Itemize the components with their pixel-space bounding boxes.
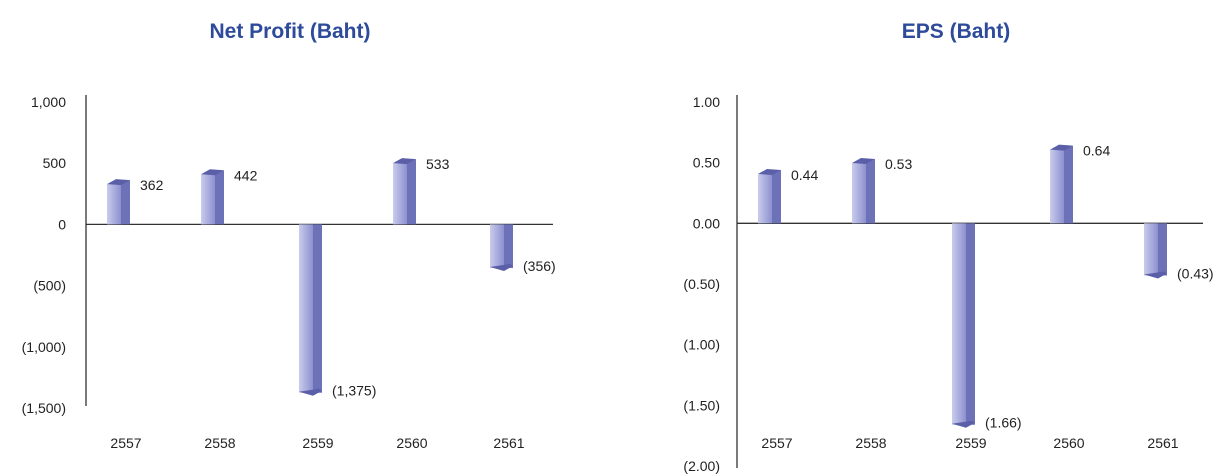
y-tick-label: (500) [33, 278, 66, 294]
bar-side [215, 170, 224, 225]
bar-side [1158, 223, 1167, 276]
y-tick-label: 0 [58, 216, 66, 232]
y-tick-label: 0.00 [693, 215, 720, 231]
data-label: 442 [234, 167, 258, 183]
bar-cap [107, 179, 130, 186]
bar-side [1064, 145, 1073, 224]
x-tick-label: 2560 [396, 435, 427, 451]
bar: 362 [107, 177, 164, 225]
bar: 0.44 [758, 167, 818, 224]
x-tick-label: 2559 [302, 435, 333, 451]
data-label: 0.44 [791, 167, 818, 183]
bar-front [201, 174, 215, 225]
y-tick-label: 1,000 [31, 94, 66, 110]
bar-side [866, 159, 875, 224]
y-tick-label: (1,000) [22, 339, 66, 355]
x-tick-label: 2557 [110, 435, 141, 451]
bar-front [1144, 223, 1158, 276]
bar-front [852, 163, 866, 224]
y-tick-label: (0.50) [683, 276, 720, 292]
bar-front [107, 184, 121, 225]
x-axis-ticks: 2557 2558 2559 2560 2561 [761, 435, 1178, 451]
bar-side [313, 224, 322, 393]
y-tick-label: (2.00) [683, 458, 720, 474]
bar-cap [299, 388, 322, 396]
bar-side [772, 169, 781, 224]
data-label: (1,375) [332, 383, 376, 399]
bar: (0.43) [1144, 223, 1214, 282]
bar: (1.66) [952, 223, 1022, 431]
y-axis-ticks: 1,000 500 0 (500) (1,000) (1,500) [22, 94, 67, 416]
bars: 0.44 0.53 (1.66) 0.64 (0.43) [758, 143, 1214, 431]
bar-side [504, 224, 513, 268]
x-tick-label: 2559 [955, 435, 986, 451]
bar: 0.53 [852, 156, 912, 224]
bar: 533 [393, 156, 450, 225]
x-tick-label: 2558 [855, 435, 886, 451]
bar-cap [758, 168, 781, 175]
y-tick-label: (1,500) [22, 400, 66, 416]
bar-side [966, 223, 975, 425]
data-label: 0.53 [885, 156, 912, 172]
y-axis-ticks: 1.00 0.50 0.00 (0.50) (1.00) (1.50) (2.00) [683, 94, 720, 474]
data-label: (1.66) [985, 415, 1022, 431]
bar: (356) [490, 224, 556, 274]
chart-title: Net Profit (Baht) [210, 20, 371, 43]
x-tick-label: 2557 [761, 435, 792, 451]
bar-cap [1050, 144, 1073, 151]
bar-front [758, 173, 772, 224]
data-label: (356) [523, 258, 556, 274]
bars: 362 442 (1,375) 533 (356) [107, 156, 556, 399]
bar-front [952, 223, 966, 425]
x-tick-label: 2558 [204, 435, 235, 451]
bar-front [393, 163, 407, 225]
y-tick-label: 0.50 [693, 155, 720, 171]
bar: 442 [201, 167, 258, 225]
bar-front [299, 224, 313, 393]
bar-side [121, 180, 130, 225]
bar-cap [852, 158, 875, 165]
eps-chart: EPS (Baht) 1.00 0.50 0.00 (0.50) (1.00) (1.50… [683, 20, 1213, 474]
data-label: 533 [426, 156, 450, 172]
bar-cap [1144, 271, 1167, 279]
data-label: 0.64 [1083, 143, 1110, 159]
bar-side [407, 159, 416, 225]
chart-title: EPS (Baht) [902, 20, 1011, 43]
bar-cap [393, 158, 416, 165]
bar-front [1050, 149, 1064, 224]
data-label: 362 [140, 177, 164, 193]
bar-cap [490, 263, 513, 271]
x-tick-label: 2560 [1053, 435, 1084, 451]
y-tick-label: 1.00 [693, 94, 720, 110]
x-axis-ticks: 2557 2558 2559 2560 2561 [110, 435, 524, 451]
y-tick-label: (1.50) [683, 397, 720, 413]
y-tick-label: (1.00) [683, 337, 720, 353]
bar-front [490, 224, 504, 268]
x-tick-label: 2561 [1147, 435, 1178, 451]
bar-cap [952, 420, 975, 428]
data-label: (0.43) [1177, 266, 1214, 282]
net-profit-chart: Net Profit (Baht) 1,000 500 0 (500) (1,000) (… [22, 20, 556, 451]
x-tick-label: 2561 [493, 435, 524, 451]
y-tick-label: 500 [43, 155, 67, 171]
bar-cap [201, 169, 224, 176]
bar: 0.64 [1050, 143, 1110, 224]
bar: (1,375) [299, 224, 376, 399]
